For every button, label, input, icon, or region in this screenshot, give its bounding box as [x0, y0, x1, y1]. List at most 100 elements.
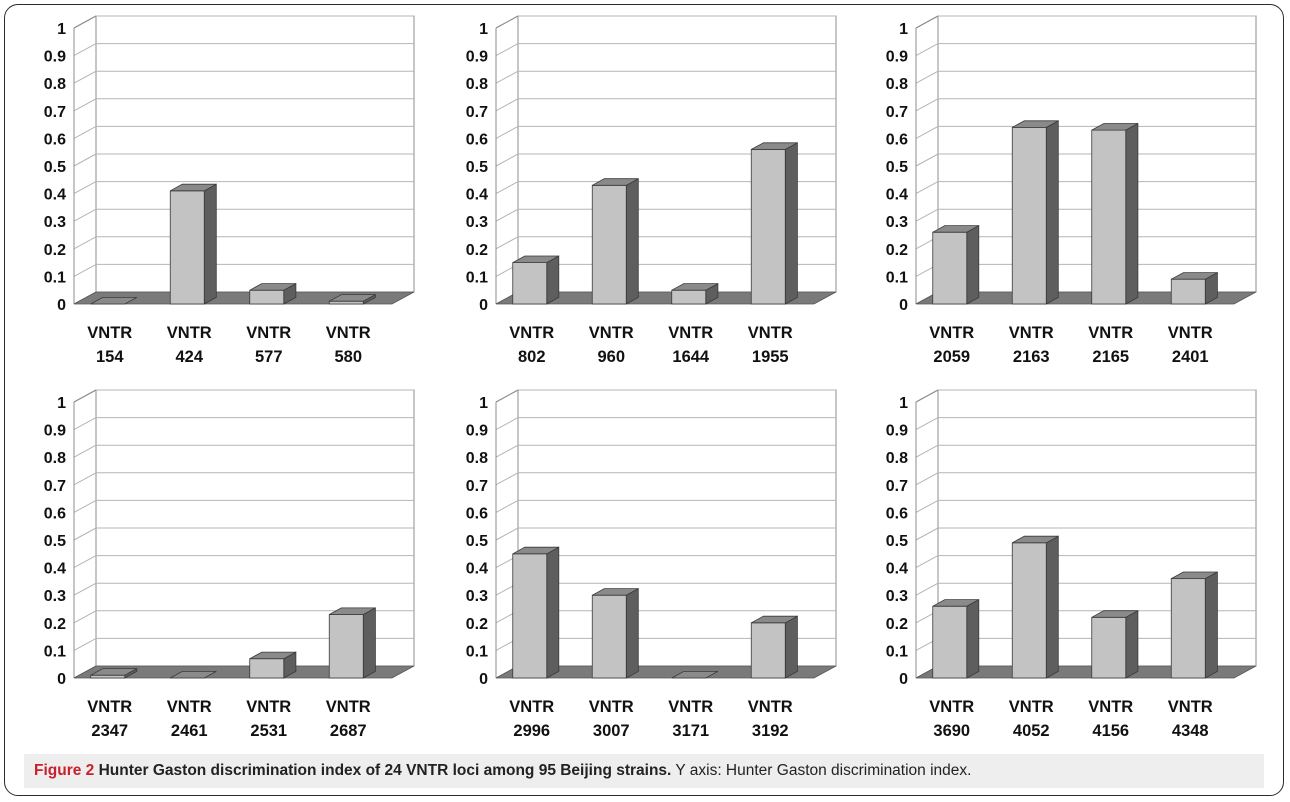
grid-diagonal [915, 527, 939, 541]
x-tick-label: VNTR [929, 698, 974, 716]
bar-1 [512, 546, 560, 679]
bar-front [1091, 616, 1127, 679]
y-tick-label: 0.2 [44, 616, 66, 633]
x-tick-label: 2401 [1172, 348, 1209, 366]
x-tick-label: VNTR [929, 324, 974, 342]
x-tick-label: VNTR [668, 698, 713, 716]
y-tick-label: 0.8 [886, 76, 908, 93]
bar-top [592, 588, 639, 596]
y-tick-label: 0 [899, 671, 908, 688]
y-tick-label: 0.1 [886, 643, 908, 660]
grid-diagonal [915, 499, 939, 513]
y-tick-label: 0.9 [886, 49, 908, 66]
x-tick-label: 580 [334, 348, 362, 366]
bar-top [1171, 571, 1218, 580]
bar-1 [90, 667, 138, 679]
x-tick-label: VNTR [1168, 324, 1213, 342]
x-tick-label: 2996 [513, 722, 550, 740]
y-tick-label: 0.2 [466, 242, 488, 259]
x-tick-label: 2059 [933, 348, 970, 366]
bar-side [362, 607, 376, 679]
y-tick-label: 1 [899, 21, 908, 38]
x-tick-label: VNTR [1168, 698, 1213, 716]
x-tick-label: VNTR [589, 698, 634, 716]
bar-front [932, 231, 968, 305]
bar-side [1045, 120, 1059, 305]
y-tick-label: 1 [479, 21, 488, 38]
bar-3 [249, 282, 297, 305]
bar-1 [90, 296, 137, 305]
y-tick-label: 0.3 [466, 214, 488, 231]
x-tick-label: 802 [518, 348, 546, 366]
bar-front [750, 622, 786, 679]
bar-side [1045, 535, 1059, 679]
grid-diagonal [73, 236, 97, 250]
y-tick-label: 0.5 [466, 159, 488, 176]
figure-caption: Figure 2 Hunter Gaston discrimination in… [24, 754, 1264, 788]
y-tick-label: 0 [479, 297, 488, 314]
bar-front [249, 658, 285, 679]
x-tick-label: VNTR [87, 324, 132, 342]
y-tick-label: 0.6 [466, 505, 488, 522]
grid-diagonal [915, 98, 939, 112]
grid-diagonal [73, 637, 97, 651]
chart-panel-6: 0 0.1 0.2 0.3 0.4 0.5 0.6 0.7 0.8 0.9 1 VNTR 3690 VNT… [866, 388, 1286, 768]
caption-title: Hunter Gaston discrimination index of 24… [98, 762, 672, 779]
caption-note: Y axis: Hunter Gaston discrimination ind… [675, 762, 972, 779]
grid-diagonal [915, 444, 939, 458]
grid-diagonal [915, 555, 939, 569]
x-tick-label: VNTR [589, 324, 634, 342]
grid-diagonal [915, 43, 939, 57]
chart-panel-3: 0 0.1 0.2 0.3 0.4 0.5 0.6 0.7 0.8 0.9 1 VNTR 2059 VNT… [866, 14, 1286, 394]
x-tick-label: 1644 [672, 348, 710, 366]
bar-top [592, 178, 639, 186]
x-tick-label: 960 [597, 348, 625, 366]
x-tick-label: 577 [255, 348, 283, 366]
bar-top [512, 546, 559, 555]
grid-diagonal [73, 417, 97, 431]
bar-front [591, 184, 627, 305]
axis-top-edge [915, 15, 939, 29]
grid-diagonal [495, 527, 519, 541]
bar-top [751, 142, 798, 150]
chart-panel-2: 0 0.1 0.2 0.3 0.4 0.5 0.6 0.7 0.8 0.9 1 VNTR 802 VNTR… [446, 14, 866, 394]
bar-front [1170, 578, 1206, 679]
x-tick-label: VNTR [509, 698, 554, 716]
bar-side [966, 598, 980, 679]
bar-3 [1091, 122, 1139, 305]
bar-side [784, 142, 798, 305]
bar-front [1091, 129, 1127, 305]
y-tick-label: 0.7 [44, 478, 66, 495]
y-tick-label: 0.8 [44, 76, 66, 93]
grid-diagonal [495, 181, 519, 195]
bar-4 [1170, 571, 1218, 679]
grid-diagonal [73, 43, 97, 57]
x-tick-label: VNTR [167, 324, 212, 342]
x-tick-label: VNTR [326, 698, 371, 716]
y-tick-label: 0.7 [886, 104, 908, 121]
grid-diagonal [73, 153, 97, 167]
x-tick-label: VNTR [748, 324, 793, 342]
bar-top [1091, 123, 1139, 131]
grid-diagonal [73, 181, 97, 195]
x-tick-label: VNTR [509, 324, 554, 342]
grid-diagonal [73, 263, 97, 277]
chart-svg-5: 0 0.1 0.2 0.3 0.4 0.5 0.6 0.7 0.8 0.9 1 VNTR 2996 VNT… [466, 389, 837, 740]
x-tick-label: VNTR [326, 324, 371, 342]
bar-front [1011, 126, 1047, 305]
y-tick-label: 0.7 [466, 104, 488, 121]
x-tick-label: VNTR [246, 698, 291, 716]
bar-2 [591, 587, 639, 679]
y-tick-label: 1 [57, 21, 66, 38]
bar-front [512, 553, 548, 679]
grid-diagonal [495, 499, 519, 513]
y-tick-label: 0 [57, 297, 66, 314]
bar-side [1125, 122, 1139, 305]
y-tick-label: 0.2 [44, 242, 66, 259]
grid-diagonal [73, 582, 97, 596]
bar-4 [750, 615, 798, 679]
y-tick-label: 0.9 [466, 49, 488, 66]
grid-diagonal [495, 70, 519, 84]
bar-front [671, 289, 707, 305]
x-tick-label: 154 [96, 348, 124, 366]
